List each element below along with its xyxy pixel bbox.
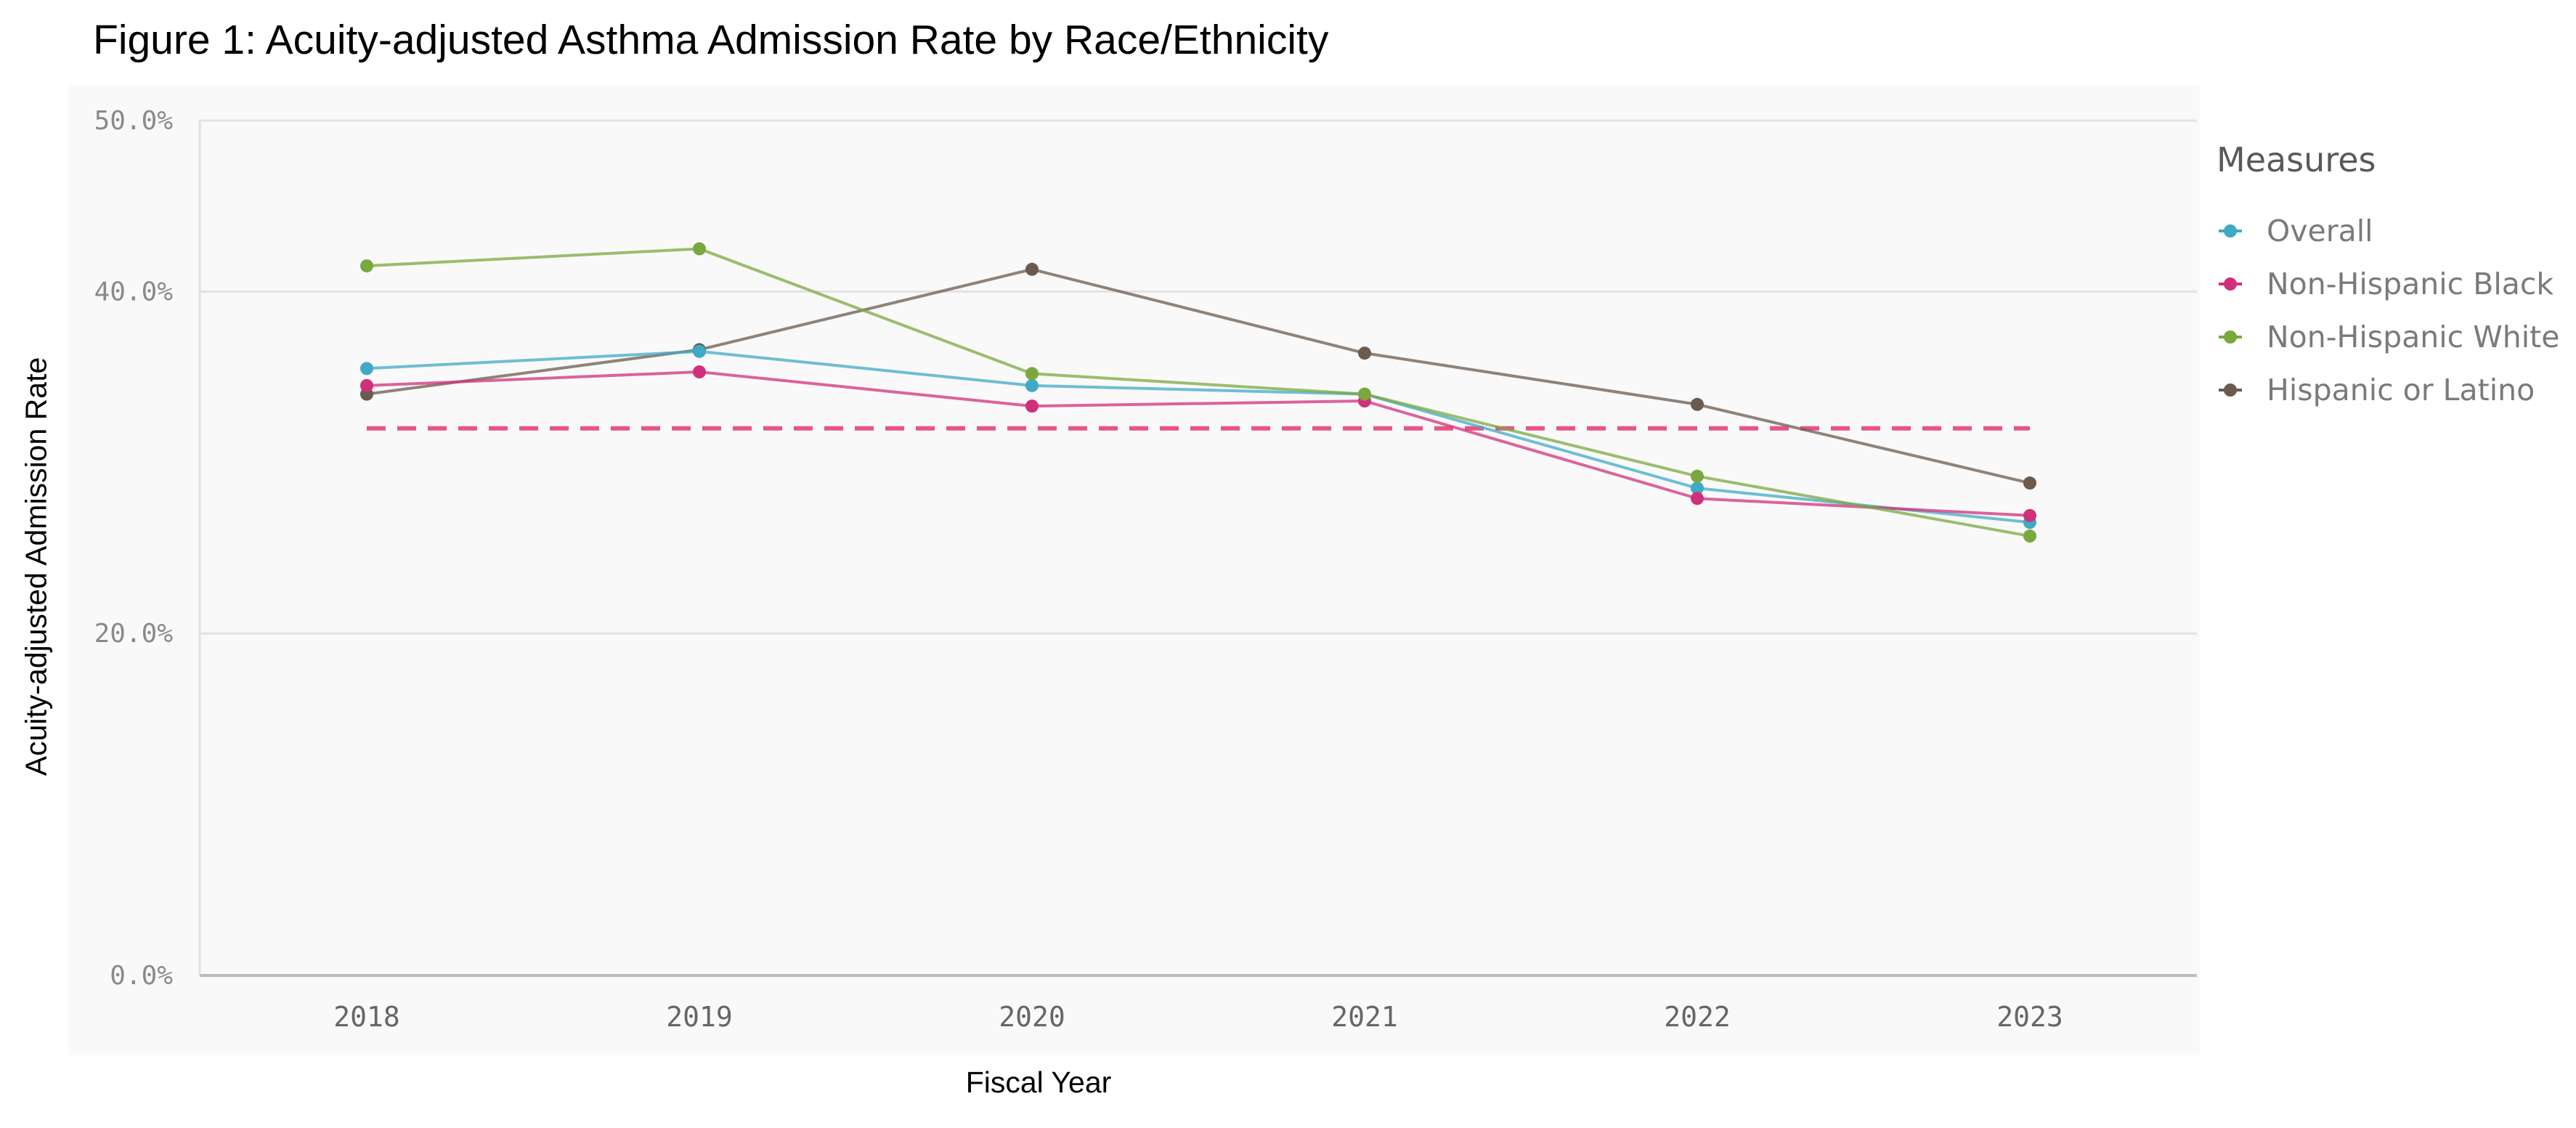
legend-label: Non-Hispanic White (2267, 320, 2559, 354)
data-point (1691, 492, 1704, 506)
legend-label: Non-Hispanic Black (2267, 267, 2553, 301)
legend-marker (2224, 330, 2237, 344)
legend-marker (2224, 384, 2237, 397)
series-line (366, 349, 2031, 524)
data-point (1025, 262, 1039, 276)
y-tick-label: 50.0% (94, 106, 174, 136)
data-point (2023, 508, 2036, 522)
data-point (1025, 378, 1039, 392)
x-tick-label: 2021 (1331, 1001, 1398, 1033)
data-point (1358, 387, 1371, 401)
plot-panel (68, 86, 2200, 1055)
data-point (693, 344, 706, 358)
data-point (1358, 346, 1371, 360)
y-tick-label: 20.0% (94, 619, 174, 649)
x-tick-label: 2020 (999, 1001, 1065, 1033)
x-axis-label: Fiscal Year (965, 1066, 1112, 1099)
legend-label: Overall (2267, 214, 2373, 248)
data-point (360, 259, 373, 273)
data-point (1691, 469, 1704, 483)
y-tick-label: 40.0% (94, 277, 174, 307)
legend-marker (2224, 224, 2237, 238)
x-tick-label: 2022 (1664, 1001, 1731, 1033)
data-point (1025, 399, 1039, 413)
legend-marker (2224, 277, 2237, 291)
x-tick-label: 2023 (1996, 1001, 2063, 1033)
axes: 0.0% 20.0% 40.0% 50.0% 2018 2019 2020 2021 2022 2… (94, 106, 2197, 1033)
x-tick-label: 2018 (333, 1001, 400, 1033)
series-line (366, 267, 2031, 484)
data-point (2023, 476, 2036, 490)
data-point (360, 362, 373, 376)
figure-title: Figure 1: Acuity-adjusted Asthma Admissi… (93, 17, 1329, 63)
data-point (1025, 367, 1039, 381)
data-point (693, 242, 706, 256)
legend-label: Hispanic or Latino (2267, 373, 2535, 407)
series-group (360, 242, 2036, 543)
y-tick-label: 0.0% (110, 961, 173, 991)
series-line (366, 247, 2031, 537)
x-tick-label: 2019 (666, 1001, 733, 1033)
legend-title: Measures (2217, 140, 2376, 179)
gridlines (200, 119, 2197, 635)
data-point (1691, 482, 1704, 495)
legend: Measures Overall Non-Hispanic Black Non-His… (2217, 140, 2559, 407)
data-point (360, 378, 373, 392)
series-line (366, 370, 2031, 517)
data-point (1691, 397, 1704, 411)
data-point (2023, 529, 2036, 543)
data-point (693, 365, 706, 379)
